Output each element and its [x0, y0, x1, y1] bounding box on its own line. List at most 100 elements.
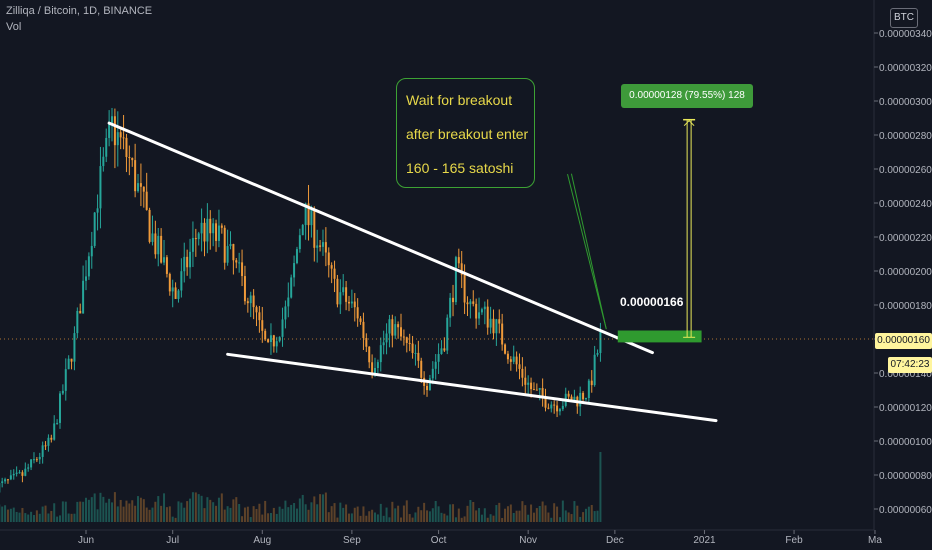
volume-bar: [163, 493, 166, 522]
candle-body: [168, 273, 171, 292]
candle-body: [587, 380, 590, 398]
currency-badge[interactable]: BTC: [890, 8, 918, 28]
time-tick-label: Ma: [868, 535, 882, 546]
symbol-title[interactable]: Zilliqa / Bitcoin, 1D, BINANCE: [6, 5, 153, 17]
volume-bar: [35, 510, 38, 522]
volume-bar: [596, 510, 599, 522]
candle-body: [527, 382, 530, 385]
volume-bar: [316, 504, 319, 522]
volume-bar: [509, 504, 512, 522]
volume-bar: [186, 501, 189, 522]
volume-bar: [53, 503, 56, 522]
volume-bar: [420, 510, 423, 522]
candle-body: [12, 473, 15, 476]
volume-bar: [189, 498, 192, 522]
candle-body: [504, 344, 507, 354]
candle-body: [73, 333, 76, 362]
volume-bar: [128, 503, 131, 522]
candle-body: [61, 390, 64, 394]
candle-body: [440, 348, 443, 355]
annotation-pointer-line: [571, 173, 607, 330]
volume-bar: [56, 516, 59, 522]
price-tick-label: 0.00000100: [879, 437, 932, 448]
volume-bar: [50, 510, 53, 522]
candle-body: [255, 307, 258, 313]
candle-body: [56, 422, 59, 424]
volume-bar: [310, 502, 313, 522]
volume-bar: [4, 505, 7, 522]
volume-bar: [125, 500, 128, 522]
volume-bar: [368, 511, 371, 522]
volume-bar: [374, 512, 376, 522]
price-range-measure-label[interactable]: 0.00000128 (79.55%) 128: [621, 84, 753, 108]
candle-body: [142, 186, 145, 192]
volume-bar: [206, 497, 209, 522]
volume-bar: [347, 513, 350, 522]
candle-body: [58, 393, 61, 423]
time-tick-label: Oct: [431, 535, 447, 546]
candle-body: [4, 479, 7, 482]
candle-body: [428, 378, 431, 391]
volume-bar: [44, 505, 47, 522]
candle-body: [215, 223, 218, 241]
candle-body: [590, 380, 593, 386]
volume-bar: [515, 510, 518, 522]
candle-body: [524, 377, 527, 385]
candle-body: [371, 362, 374, 374]
volume-bar: [235, 497, 238, 522]
price-tick-label: 0.00000200: [879, 267, 932, 278]
volume-bar: [521, 501, 524, 522]
volume-bar: [223, 509, 226, 522]
candle-body: [530, 382, 533, 390]
annotation-line-3: 160 - 165 satoshi: [406, 160, 514, 176]
volume-indicator-label[interactable]: Vol: [6, 21, 22, 33]
price-tick-label: 0.00000180: [879, 301, 932, 312]
volume-bar: [440, 512, 443, 522]
volume-bar: [18, 512, 21, 522]
volume-bar: [264, 500, 267, 522]
candle-body: [21, 472, 24, 476]
volume-bar: [561, 500, 564, 522]
volume-bar: [307, 509, 310, 522]
candle-body: [405, 337, 408, 343]
candle-body: [281, 319, 284, 337]
volume-bar: [6, 509, 9, 522]
candle-body: [301, 224, 304, 236]
candle-body: [480, 309, 483, 313]
candle-body: [82, 280, 85, 314]
candle-body: [388, 319, 391, 334]
candle-body: [85, 276, 87, 281]
volume-bar: [290, 504, 293, 522]
volume-bar: [209, 499, 212, 522]
candle-body: [457, 257, 460, 264]
candle-body: [194, 237, 197, 240]
candle-body: [183, 256, 186, 272]
volume-bar: [483, 508, 486, 522]
candle-body: [223, 227, 226, 263]
candle-body: [241, 262, 244, 277]
candle-body: [449, 297, 452, 318]
volume-bar: [394, 508, 397, 522]
price-tick-label: 0.00000320: [879, 63, 932, 74]
candle-body: [119, 132, 122, 138]
volume-bar: [157, 496, 160, 522]
candle-body: [154, 233, 157, 255]
volume-bar: [217, 497, 220, 522]
candle-body: [492, 318, 495, 334]
candle-body: [275, 341, 278, 347]
volume-bar: [165, 507, 168, 522]
candle-body: [463, 274, 466, 303]
annotation-callout[interactable]: Wait for breakout after breakout enter 1…: [396, 78, 535, 188]
candle-body: [359, 318, 362, 322]
volume-bar: [295, 508, 298, 522]
candle-body: [454, 257, 457, 303]
price-axis-background: [874, 0, 932, 550]
time-tick-label: Feb: [785, 535, 803, 546]
candle-body: [538, 388, 541, 390]
volume-bar: [79, 501, 82, 522]
candle-body: [295, 249, 298, 264]
volume-bar: [495, 505, 498, 522]
volume-bar: [547, 512, 550, 522]
volume-bar: [382, 515, 385, 522]
